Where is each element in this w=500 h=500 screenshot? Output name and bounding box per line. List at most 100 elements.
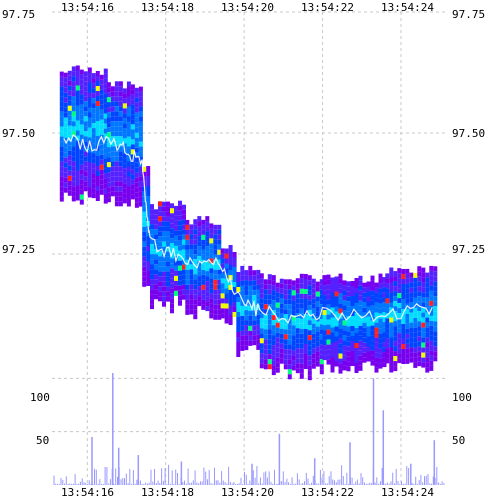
book-cell xyxy=(209,298,214,304)
book-cell xyxy=(429,325,434,331)
book-cell xyxy=(166,226,170,232)
book-cell xyxy=(142,231,147,237)
book-cell xyxy=(95,191,100,196)
book-cell xyxy=(87,162,92,168)
book-cell xyxy=(67,175,72,181)
book-cell xyxy=(91,93,96,99)
book-cell xyxy=(263,309,268,315)
book-cell xyxy=(389,347,394,353)
book-cell xyxy=(421,332,426,338)
book-cell xyxy=(193,269,198,275)
book-cell xyxy=(209,238,214,244)
book-cell xyxy=(205,246,210,252)
book-cell xyxy=(259,273,264,279)
book-cell xyxy=(409,322,414,328)
book-cell xyxy=(307,345,312,351)
book-cell xyxy=(87,112,92,118)
book-cell xyxy=(326,279,331,285)
book-cell xyxy=(75,180,80,186)
book-cell xyxy=(275,327,280,333)
book-cell xyxy=(103,88,108,94)
book-cell xyxy=(295,308,300,314)
book-cell xyxy=(311,283,316,289)
book-cell xyxy=(362,322,367,328)
book-cell xyxy=(354,368,359,373)
book-cell xyxy=(389,297,394,303)
book-cell xyxy=(236,327,241,332)
book-cell xyxy=(154,289,158,295)
book-cell xyxy=(382,282,387,288)
book-cell xyxy=(154,234,158,240)
book-cell xyxy=(79,84,84,90)
book-cell xyxy=(256,289,261,295)
book-cell xyxy=(287,334,292,340)
book-cell xyxy=(150,304,154,310)
book-cell xyxy=(106,142,111,148)
book-cell xyxy=(303,359,308,364)
book-cell xyxy=(248,275,253,281)
book-cell xyxy=(425,312,430,318)
book-cell xyxy=(178,215,182,221)
book-cell xyxy=(385,308,390,314)
book-cell xyxy=(197,231,202,237)
book-cell xyxy=(178,240,182,246)
book-cell xyxy=(425,357,430,363)
book-cell xyxy=(79,94,84,100)
book-cell xyxy=(413,307,418,313)
book-cell xyxy=(75,185,80,191)
book-cell xyxy=(201,269,206,275)
book-cell xyxy=(267,364,272,370)
book-cell xyxy=(95,76,100,81)
book-cell xyxy=(256,314,261,320)
book-cell xyxy=(248,285,253,291)
book-cell xyxy=(217,269,222,275)
book-cell xyxy=(259,343,264,349)
book-cell xyxy=(378,343,383,349)
book-cell xyxy=(138,166,143,172)
book-cell xyxy=(91,118,96,124)
book-cell xyxy=(287,304,292,310)
book-cell xyxy=(299,273,304,279)
book-cell xyxy=(106,167,111,173)
x-tick-label-top: 13:54:22 xyxy=(301,1,354,14)
book-cell xyxy=(79,164,84,170)
book-cell xyxy=(315,341,320,347)
book-cell xyxy=(417,326,422,332)
book-cell xyxy=(409,332,414,338)
book-cell xyxy=(385,333,390,339)
book-cell xyxy=(311,338,316,344)
book-cell xyxy=(252,340,257,346)
book-cell xyxy=(79,184,84,190)
book-cell xyxy=(118,131,123,137)
book-cell xyxy=(385,353,390,359)
book-cell xyxy=(299,373,304,379)
book-cell xyxy=(346,331,351,337)
book-cell xyxy=(114,171,119,177)
book-cell xyxy=(342,345,347,351)
book-cell xyxy=(130,109,135,115)
book-cell xyxy=(417,356,422,362)
book-cell xyxy=(224,318,229,324)
book-cell xyxy=(83,171,88,177)
book-cell xyxy=(138,156,143,162)
book-cell xyxy=(326,334,331,340)
book-cell xyxy=(205,216,210,222)
book-cell xyxy=(429,335,434,341)
book-cell xyxy=(59,156,64,162)
book-cell xyxy=(232,307,237,312)
book-cell xyxy=(110,126,115,132)
book-cell xyxy=(71,161,76,167)
book-cell xyxy=(67,185,72,191)
book-cell xyxy=(142,226,147,232)
book-cell xyxy=(362,302,367,308)
book-cell xyxy=(150,249,154,255)
book-cell xyxy=(307,375,312,381)
book-cell xyxy=(322,310,327,316)
book-cell xyxy=(209,283,214,289)
book-cell xyxy=(358,285,363,291)
book-cell xyxy=(201,224,206,230)
book-cell xyxy=(75,150,80,156)
book-cell xyxy=(118,121,123,127)
book-cell xyxy=(319,334,324,340)
price-trace-line xyxy=(63,134,433,325)
